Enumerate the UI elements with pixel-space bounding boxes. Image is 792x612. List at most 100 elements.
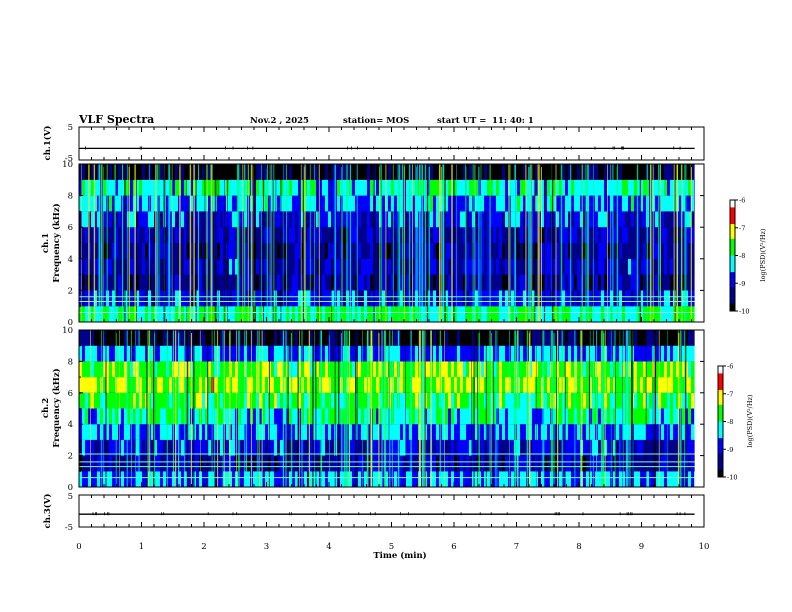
spectrogram-cell: [259, 392, 262, 409]
spectrogram-cell: [325, 424, 328, 440]
spectrogram-cell: [382, 361, 385, 378]
spectrogram-cell: [310, 408, 313, 425]
spectrogram-cell: [565, 330, 568, 346]
no-data-region: [694, 164, 704, 322]
spectrogram-cell: [130, 243, 133, 259]
spectrogram-cell: [322, 377, 325, 393]
spectrogram-cell: [82, 306, 85, 322]
spectrogram-cell: [181, 424, 184, 440]
spectrogram-cell: [187, 227, 190, 243]
spectrogram-cell: [598, 164, 601, 180]
spectrogram-cell: [85, 195, 88, 212]
spectrogram-cell: [637, 227, 640, 243]
spectrogram-cell: [634, 227, 637, 243]
spectrogram-cell: [589, 439, 592, 456]
spectrogram-cell: [91, 377, 94, 393]
spectrogram-cell: [202, 195, 205, 212]
spectrogram-cell: [394, 258, 397, 275]
spectrogram-cell: [670, 424, 673, 440]
spectrogram-cell: [145, 243, 148, 259]
spectrogram-cell: [496, 179, 499, 196]
spectrogram-cell: [220, 345, 223, 362]
spectrogram-cell: [157, 243, 160, 259]
spectrogram-cell: [511, 164, 514, 180]
spectrogram-cell: [553, 392, 556, 409]
spectrogram-cell: [196, 164, 199, 180]
spectrogram-cell: [415, 439, 418, 456]
spectrogram-cell: [205, 392, 208, 409]
spectrogram-cell: [403, 408, 406, 425]
spectrogram-cell: [544, 290, 547, 307]
spectrogram-cell: [445, 164, 448, 180]
spectrogram-cell: [169, 330, 172, 346]
spectrogram-cell: [436, 330, 439, 346]
spectrogram-cell: [637, 306, 640, 322]
spectrogram-cell: [691, 455, 694, 472]
spectrogram-cell: [133, 471, 136, 487]
spectrogram-cell: [238, 306, 241, 322]
spectrogram-cell: [520, 243, 523, 259]
spectrogram-cell: [670, 290, 673, 307]
spectrogram-cell: [658, 179, 661, 196]
spectrogram-cell: [682, 345, 685, 362]
spectrogram-cell: [532, 227, 535, 243]
spectrogram-cell: [157, 408, 160, 425]
spectrogram-cell: [433, 243, 436, 259]
spectrogram-cell: [406, 179, 409, 196]
spectrogram-cell: [268, 274, 271, 291]
spectrogram-cell: [97, 306, 100, 322]
spectrogram-cell: [583, 345, 586, 362]
spectrogram-cell: [466, 227, 469, 243]
spectrogram-cell: [97, 164, 100, 180]
spectrogram-cell: [358, 330, 361, 346]
spectrogram-cell: [535, 195, 538, 212]
spectrogram-cell: [391, 227, 394, 243]
spectrogram-cell: [643, 377, 646, 393]
spectrogram-cell: [520, 227, 523, 243]
spectrogram-cell: [466, 179, 469, 196]
spectrogram-cell: [490, 195, 493, 212]
spectrogram-cell: [232, 471, 235, 487]
spectrogram-cell: [580, 306, 583, 322]
spectrogram-cell: [211, 408, 214, 425]
spectrogram-cell: [598, 195, 601, 212]
spectrogram-cell: [688, 211, 691, 228]
spectrogram-cell: [544, 345, 547, 362]
spectrogram-cell: [583, 195, 586, 212]
spectrogram-cell: [124, 377, 127, 393]
spectrogram-cell: [280, 258, 283, 275]
spectrogram-cell: [643, 361, 646, 378]
spectrogram-cell: [325, 290, 328, 307]
spectrogram-cell: [358, 392, 361, 409]
spectrogram-cell: [664, 439, 667, 456]
spectrogram-cell: [373, 439, 376, 456]
spectrogram-cell: [412, 361, 415, 378]
colorbar-step: [730, 209, 735, 212]
spectrogram-cell: [139, 195, 142, 212]
spectrogram-cell: [688, 392, 691, 409]
spectrogram-cell: [442, 361, 445, 378]
spectrogram-cell: [640, 195, 643, 212]
spectrogram-cell: [118, 211, 121, 228]
spectrogram-cell: [484, 243, 487, 259]
spectrogram-cell: [460, 306, 463, 322]
spectrogram-cell: [637, 195, 640, 212]
spectrogram-cell: [217, 306, 220, 322]
spectrogram-cell: [529, 330, 532, 346]
spectrogram-cell: [436, 408, 439, 425]
spectrogram-cell: [385, 345, 388, 362]
spectrogram-cell: [103, 330, 106, 346]
spectrogram-cell: [481, 211, 484, 228]
spectrogram-cell: [97, 439, 100, 456]
spectrogram-cell: [109, 377, 112, 393]
spectrogram-cell: [109, 211, 112, 228]
spectrogram-cell: [541, 227, 544, 243]
spectrogram-cell: [157, 392, 160, 409]
spectrogram-cell: [196, 258, 199, 275]
spectrogram-cell: [295, 227, 298, 243]
spectrogram-cell: [661, 345, 664, 362]
spectrogram-cell: [181, 243, 184, 259]
spectrogram-cell: [376, 455, 379, 472]
spectrogram-cell: [583, 164, 586, 180]
spectrogram-cell: [82, 258, 85, 275]
